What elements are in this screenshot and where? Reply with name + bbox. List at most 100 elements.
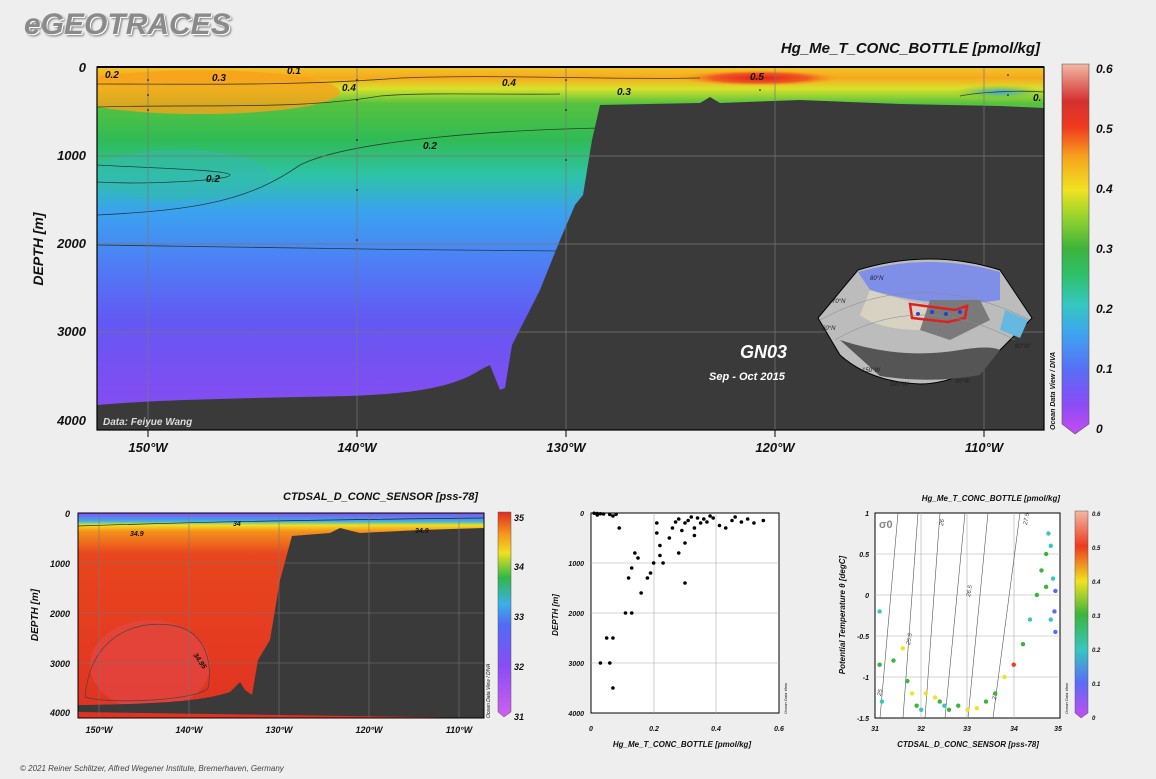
data-point	[1043, 584, 1049, 589]
data-point	[608, 512, 612, 517]
data-point	[923, 691, 929, 696]
y-tick-label: 0.5	[859, 552, 869, 559]
y-tick-label: -0.5	[857, 634, 869, 641]
data-point	[658, 543, 662, 548]
contour-label: 0.1	[287, 66, 301, 77]
data-point	[1043, 551, 1049, 557]
colorbar-tick: 0.6	[1092, 512, 1101, 518]
colorbar-tick: 0.3	[1092, 614, 1101, 620]
map-lat-label: 60°N	[822, 326, 836, 332]
data-point	[702, 517, 706, 521]
data-point	[629, 611, 634, 615]
contour-label: 0.4	[342, 83, 356, 94]
data-point	[611, 636, 615, 640]
x-tick-label: 120°W	[355, 725, 384, 735]
data-point	[1011, 662, 1016, 667]
data-point	[655, 531, 659, 535]
x-tick-label: 140°W	[175, 725, 204, 735]
data-point	[604, 636, 609, 640]
data-point	[611, 514, 615, 518]
data-point	[905, 678, 910, 684]
data-point	[1050, 576, 1056, 581]
colorbar-tick: 0.4	[1092, 580, 1101, 586]
x-tick-label: 0	[589, 726, 593, 733]
y-tick-label: 3000	[50, 659, 70, 669]
colorbar-tick: 0.2	[1092, 648, 1101, 654]
colorbar-tick: 0.1	[1096, 362, 1113, 376]
data-point	[655, 521, 659, 525]
data-point	[598, 511, 603, 516]
map-lon-label: 60°W	[1015, 344, 1031, 350]
data-point	[919, 707, 924, 712]
data-point	[705, 520, 709, 524]
data-point	[1048, 617, 1053, 622]
contour-label: 0.4	[502, 78, 516, 89]
colorbar-tick: 33	[514, 612, 524, 622]
isopycnal-label: 26	[939, 518, 946, 527]
data-point	[611, 686, 615, 690]
data-point	[636, 556, 640, 560]
data-point	[1027, 617, 1033, 622]
data-point	[752, 521, 756, 525]
data-point	[891, 658, 896, 663]
data-point	[877, 609, 882, 614]
data-point	[909, 691, 915, 696]
y-tick-label: 0	[580, 511, 584, 518]
colorbar-tick: 34	[514, 562, 524, 572]
contour-label: 34	[233, 521, 241, 528]
data-point	[1052, 609, 1057, 614]
map-lon-label: 120°W	[890, 382, 909, 388]
y-tick-label: 4000	[567, 711, 584, 718]
data-point	[695, 516, 700, 520]
data-point	[598, 661, 603, 665]
data-point	[956, 703, 961, 708]
x-tick-label: 0.6	[774, 726, 784, 733]
contour-label: 34.9	[130, 531, 144, 538]
x-tick-label: 140°W	[337, 440, 378, 455]
ts-x-label: CTDSAL_D_CONC_SENSOR [pss-78]	[897, 740, 1039, 749]
data-point	[761, 518, 766, 523]
data-point	[914, 703, 919, 708]
x-tick-label: 150°W	[85, 725, 114, 735]
isopycnal-label: 26.5	[966, 584, 974, 598]
data-point	[974, 705, 979, 711]
data-point	[623, 611, 628, 615]
data-point	[1020, 642, 1026, 647]
y-tick-label: 4000	[49, 708, 70, 718]
contour-label: 0.5	[750, 72, 764, 83]
y-tick-label: 4000	[56, 413, 87, 428]
x-tick-label: 34	[1010, 726, 1018, 733]
y-tick-label: 0	[79, 60, 87, 75]
x-tick-label: 120°W	[755, 440, 796, 455]
data-point	[595, 513, 600, 517]
y-tick-label: 2000	[56, 236, 87, 251]
data-point	[683, 581, 687, 585]
data-point	[698, 521, 703, 525]
y-tick-label: 1000	[57, 148, 87, 163]
isopycnal-label: 25	[877, 688, 884, 697]
ts-y-label: Potential Temperature θ [degC]	[838, 555, 847, 674]
colorbar-tick: 0.5	[1092, 546, 1101, 552]
y-tick-label: 3000	[57, 324, 87, 339]
x-tick-label: 32	[917, 726, 925, 733]
salinity-colorbar	[497, 511, 512, 718]
data-point	[745, 517, 750, 521]
y-tick-label: 2000	[567, 611, 584, 618]
data-point	[645, 576, 650, 580]
data-point	[900, 646, 905, 651]
odv-side-label: Ocean Data View / DIVA	[1050, 352, 1057, 430]
section-name: GN03	[740, 342, 787, 362]
odv-side-label: Ocean Data View / DIVA	[486, 663, 492, 718]
data-point	[673, 520, 678, 524]
colorbar-tick: 0	[1096, 422, 1103, 436]
colorbar-tick: 0.3	[1096, 242, 1113, 256]
data-point	[942, 703, 947, 708]
y-tick-label: -1	[863, 675, 869, 682]
profile-x-label: Hg_Me_T_CONC_BOTTLE [pmol/kg]	[613, 740, 752, 749]
copyright-footer: © 2021 Reiner Schlitzer, Alfred Wegener …	[20, 764, 284, 773]
hot-spot	[680, 70, 840, 86]
data-point	[692, 526, 697, 530]
